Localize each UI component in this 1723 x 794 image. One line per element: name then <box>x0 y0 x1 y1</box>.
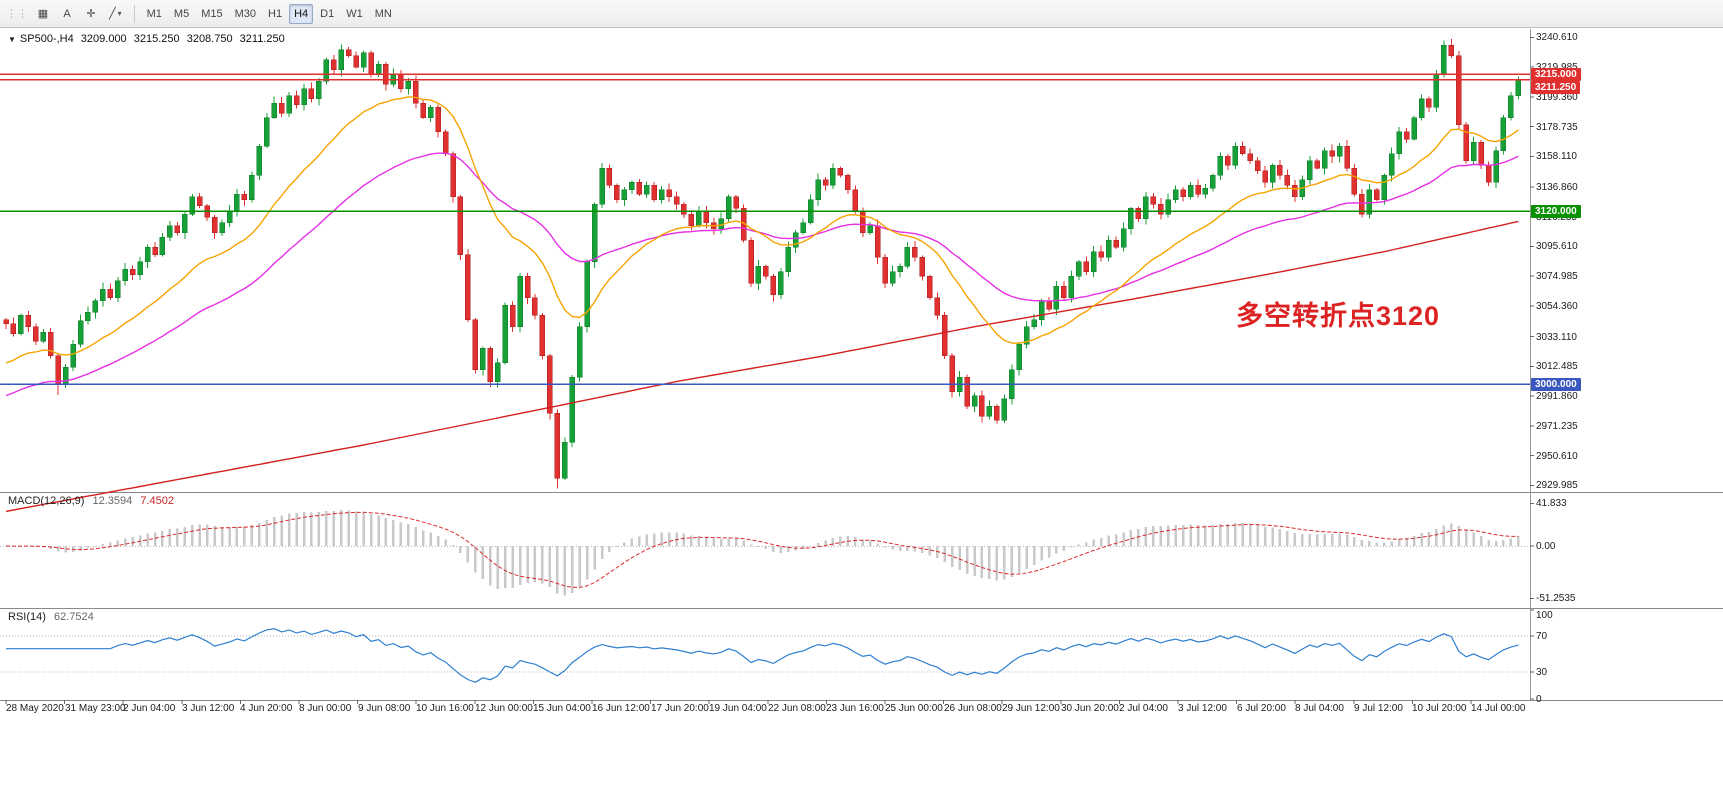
timeframe-button-w1[interactable]: W1 <box>346 7 363 20</box>
macd-indicator-label: MACD(12,26,9) 12.3594 7.4502 <box>8 495 179 507</box>
timeframe-button-mn[interactable]: MN <box>374 7 392 20</box>
rsi-indicator-label: RSI(14) 62.7524 <box>8 611 99 623</box>
symbol-header: ▼ SP500-,H4 3209.000 3215.250 3208.750 32… <box>8 33 289 45</box>
timeframe-button-m1[interactable]: M1 <box>146 7 162 20</box>
macd-main-value: 12.3594 <box>92 495 133 507</box>
text-tool-button[interactable]: A <box>63 7 71 20</box>
chart-annotation-text: 多空转折点3120 <box>1236 301 1441 331</box>
line-tools-dropdown[interactable]: ╱ ▾ <box>104 4 127 24</box>
rsi-value: 62.7524 <box>53 611 94 623</box>
timeframe-button-h1[interactable]: H1 <box>268 7 283 20</box>
macd-signal-value: 7.4502 <box>140 495 174 507</box>
chevron-down-icon: ▾ <box>117 9 122 18</box>
symbol-name: SP500-,H4 <box>19 33 74 45</box>
rsi-name: RSI(14) <box>8 611 46 623</box>
timeframe-button-h4[interactable]: H4 <box>289 3 314 24</box>
timeframe-button-d1[interactable]: D1 <box>320 7 335 20</box>
ohlc-low: 3208.750 <box>186 33 233 45</box>
macd-name: MACD(12,26,9) <box>8 495 85 507</box>
ohlc-high: 3215.250 <box>133 33 180 45</box>
toolbar-separator <box>133 4 135 23</box>
timeframe-button-m5[interactable]: M5 <box>173 7 190 20</box>
ohlc-open: 3209.000 <box>80 33 127 45</box>
toolbar-grip-handle[interactable]: ⋮⋮ <box>6 8 28 20</box>
crosshair-tool-button[interactable]: ✛ <box>86 8 96 20</box>
collapse-icon[interactable]: ▼ <box>8 35 16 44</box>
timeframe-group: M1 M5 M15 M30 H1 H4 D1 W1 MN <box>141 3 398 24</box>
trendline-icon: ╱ <box>109 8 116 20</box>
timeframe-button-m15[interactable]: M15 <box>201 7 223 20</box>
ohlc-close: 3211.250 <box>239 33 285 45</box>
charts-grid-icon[interactable]: ▦ <box>37 8 49 20</box>
toolbar: ⋮⋮ ▦ A ✛ ╱ ▾ M1 M5 M15 M30 H1 H4 D1 W1 MN <box>0 0 1723 28</box>
timeframe-button-m30[interactable]: M30 <box>234 7 257 20</box>
